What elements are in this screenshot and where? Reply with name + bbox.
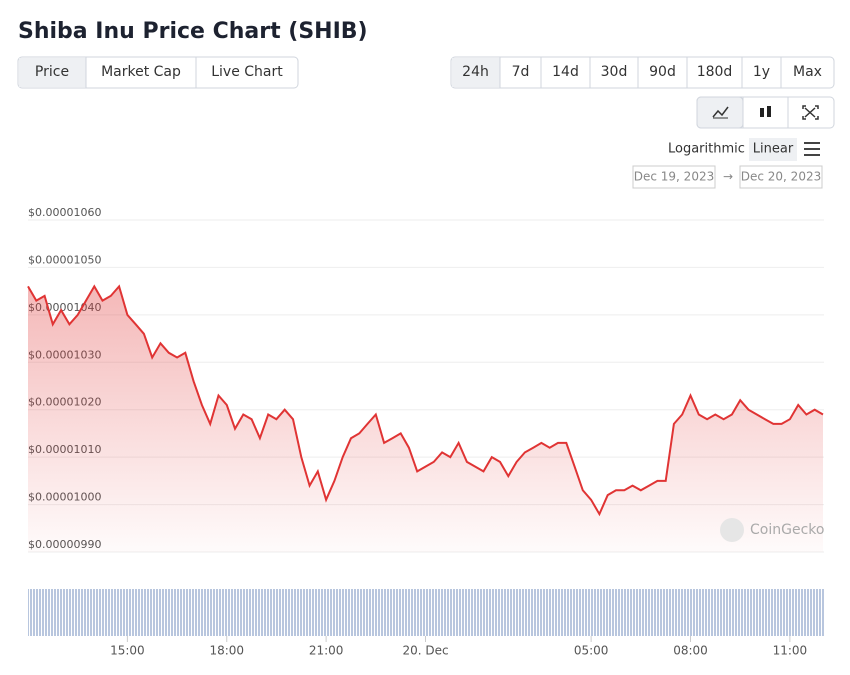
ranges-button[interactable]: 1y [753,64,770,80]
date-from-box[interactable] [632,165,716,189]
x-tick-label: 20. Dec [402,644,448,658]
tabs-active[interactable] [19,58,86,87]
price-line [27,284,824,517]
fullscreen-icon[interactable] [802,105,819,120]
candle-icon[interactable] [767,106,771,117]
date-to[interactable]: Dec 20, 2023 [741,170,821,184]
x-tick-label: 21:00 [309,644,344,658]
ranges-active[interactable] [452,58,500,87]
candle-icon[interactable] [760,108,764,117]
x-tick-label: 05:00 [574,644,609,658]
ranges-button[interactable]: 14d [552,64,579,80]
price-area [28,286,823,552]
ranges-button[interactable]: 7d [512,64,530,80]
tabs-button[interactable]: Live Chart [211,64,283,80]
title: Shiba Inu Price Chart (SHIB) [18,19,368,44]
ranges-button[interactable]: 90d [649,64,676,80]
ranges-group[interactable] [450,56,835,89]
tabs-group[interactable] [17,56,299,89]
menu-icon[interactable] [804,142,820,156]
ranges-button[interactable]: 30d [601,64,628,80]
date-separator: → [723,170,733,184]
date-from[interactable]: Dec 19, 2023 [634,170,714,184]
volume-bars [28,589,824,636]
linear-option-bg[interactable] [749,138,797,161]
watermark-logo [720,518,744,542]
ranges-button[interactable]: 180d [697,64,733,80]
y-tick-label: $0.00001050 [28,253,101,266]
tabs-button[interactable]: Price [35,64,69,80]
line-icon [712,106,729,118]
chart-tools [696,96,835,129]
y-tick-label: $0.00001060 [28,206,101,219]
tabs-button[interactable]: Market Cap [101,64,181,80]
ranges-button[interactable]: 24h [462,64,489,80]
linear-option[interactable]: Linear [753,142,794,157]
x-tick-label: 18:00 [209,644,244,658]
ranges-button[interactable]: Max [793,64,822,80]
log-option[interactable]: Logarithmic [668,142,745,157]
watermark: CoinGecko [750,522,824,538]
x-tick-label: 11:00 [773,644,808,658]
x-tick-label: 15:00 [110,644,145,658]
date-to-box[interactable] [739,165,823,189]
x-tick-label: 08:00 [673,644,708,658]
